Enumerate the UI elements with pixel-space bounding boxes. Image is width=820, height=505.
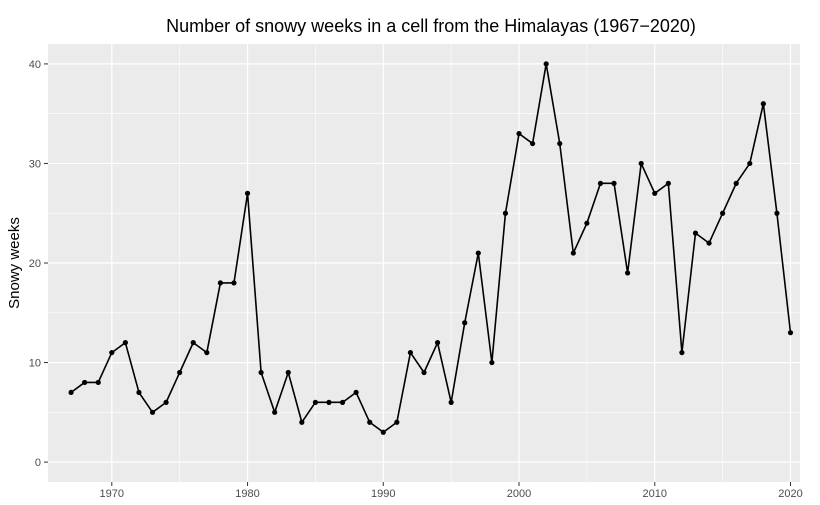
data-point xyxy=(217,280,223,286)
data-point xyxy=(353,389,359,396)
x-tick-label: 1970 xyxy=(100,488,124,500)
y-tick-label: 30 xyxy=(29,158,41,170)
data-point xyxy=(204,349,210,356)
data-point xyxy=(258,369,264,376)
data-point xyxy=(543,61,549,67)
y-tick-label: 0 xyxy=(35,457,41,469)
x-tick-label: 1990 xyxy=(371,488,395,500)
data-point xyxy=(529,140,536,147)
data-point xyxy=(733,180,739,186)
data-point xyxy=(611,180,617,186)
data-point xyxy=(149,409,156,415)
data-point xyxy=(95,379,101,386)
data-point xyxy=(190,340,196,346)
data-point xyxy=(665,180,671,186)
data-point xyxy=(272,409,278,415)
data-point xyxy=(760,101,766,107)
data-point xyxy=(68,389,74,396)
data-point xyxy=(394,419,400,425)
x-tick-label: 2020 xyxy=(778,488,802,500)
y-axis: 0 10 20 30 40 xyxy=(29,59,48,469)
x-tick-label: 2010 xyxy=(643,488,667,500)
data-point xyxy=(380,429,386,435)
data-point xyxy=(163,399,169,405)
data-point xyxy=(692,230,699,236)
data-point xyxy=(231,280,237,286)
x-tick-label: 1980 xyxy=(235,488,259,500)
data-point xyxy=(312,399,319,405)
y-tick-label: 40 xyxy=(29,59,41,71)
y-axis-title: Snowy weeks xyxy=(6,217,23,309)
data-point xyxy=(122,340,128,346)
data-point xyxy=(489,359,495,366)
data-point xyxy=(109,349,115,356)
data-point xyxy=(706,240,712,246)
major-gridlines xyxy=(48,44,800,482)
data-point xyxy=(625,270,631,276)
data-point xyxy=(679,349,685,356)
series-layer xyxy=(68,61,794,435)
x-tick-label: 2000 xyxy=(507,488,531,500)
data-point xyxy=(299,419,305,425)
data-point xyxy=(502,210,509,216)
series-line xyxy=(70,63,792,434)
data-point xyxy=(638,160,644,167)
data-point xyxy=(516,130,522,137)
y-tick-label: 20 xyxy=(29,258,41,270)
data-point xyxy=(82,379,88,386)
data-point xyxy=(407,349,414,356)
x-axis: 1970 1980 1990 2000 2010 2020 xyxy=(100,482,803,500)
data-point xyxy=(597,180,604,186)
data-point xyxy=(285,369,291,376)
data-point xyxy=(367,419,373,425)
data-point xyxy=(774,210,780,216)
data-point xyxy=(557,140,563,147)
y-tick-label: 10 xyxy=(29,358,41,370)
data-point xyxy=(244,190,251,196)
data-point xyxy=(747,160,753,167)
data-point xyxy=(570,250,576,256)
data-point xyxy=(475,250,481,256)
data-point xyxy=(787,330,794,336)
data-point xyxy=(434,340,441,346)
data-point xyxy=(339,399,346,405)
data-point xyxy=(462,320,468,326)
chart-title: Number of snowy weeks in a cell from the… xyxy=(166,16,696,36)
data-point xyxy=(720,210,726,216)
data-point xyxy=(421,369,427,376)
data-point xyxy=(326,399,332,405)
data-point xyxy=(136,389,142,396)
data-point xyxy=(584,220,590,226)
data-point xyxy=(652,190,658,196)
data-point xyxy=(448,399,454,405)
data-point xyxy=(177,369,183,376)
